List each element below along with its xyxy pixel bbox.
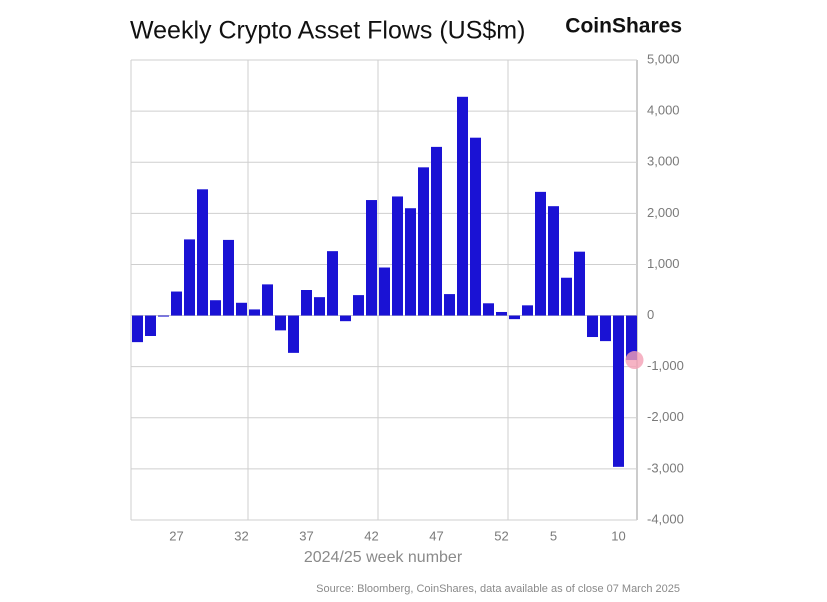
y-tick-label: 0: [647, 307, 654, 322]
x-tick-label: 32: [234, 528, 248, 543]
x-tick-label: 42: [364, 528, 378, 543]
bar: [314, 297, 325, 316]
highlight: [625, 351, 644, 370]
bar: [262, 284, 273, 316]
y-tick-label: 1,000: [647, 256, 680, 271]
bar: [340, 315, 351, 322]
bar: [366, 200, 377, 316]
y-tick-label: 5,000: [647, 51, 680, 66]
bar: [158, 315, 169, 317]
bar: [379, 267, 390, 316]
x-tick-label: 27: [169, 528, 183, 543]
x-tick-label: 52: [494, 528, 508, 543]
bar: [522, 305, 533, 316]
bar: [171, 291, 182, 316]
x-tick-label: 47: [429, 528, 443, 543]
bar: [548, 206, 559, 316]
y-tick-label: -2,000: [647, 409, 684, 424]
bar: [327, 251, 338, 316]
bar: [210, 300, 221, 316]
bar: [405, 208, 416, 316]
bar: [574, 251, 585, 316]
bar: [275, 315, 286, 331]
bar: [288, 315, 299, 353]
x-tick-label: 10: [611, 528, 625, 543]
y-tick-label: -1,000: [647, 358, 684, 373]
bar: [626, 315, 637, 361]
bar: [418, 167, 429, 316]
y-tick-label: -4,000: [647, 511, 684, 526]
x-tick-label: 37: [299, 528, 313, 543]
bar: [236, 302, 247, 316]
brand-logo: CoinShares: [565, 15, 682, 38]
bar: [353, 295, 364, 316]
bar: [249, 309, 260, 316]
bar: [301, 290, 312, 316]
bar: [431, 146, 442, 316]
y-tick-label: -3,000: [647, 460, 684, 475]
bar: [197, 189, 208, 316]
x-tick-label: 5: [550, 528, 557, 543]
bar: [132, 315, 143, 343]
bar: [223, 239, 234, 316]
y-tick-label: 3,000: [647, 154, 680, 169]
bar: [600, 315, 611, 342]
bar: [535, 191, 546, 316]
bar: [496, 311, 507, 316]
bar: [392, 196, 403, 316]
bar: [184, 239, 195, 316]
bar: [613, 315, 624, 467]
bar: [145, 315, 156, 336]
bar: [561, 277, 572, 316]
bar: [457, 96, 468, 316]
bar: [587, 315, 598, 338]
y-tick-label: 2,000: [647, 205, 680, 220]
x-axis-label: 2024/25 week number: [304, 549, 463, 566]
source-note: Source: Bloomberg, CoinShares, data avai…: [316, 583, 680, 595]
bar: [509, 315, 520, 320]
bar: [470, 137, 481, 316]
y-tick-label: 4,000: [647, 103, 680, 118]
chart-title: Weekly Crypto Asset Flows (US$m): [130, 17, 525, 45]
bar: [483, 303, 494, 316]
bar: [444, 294, 455, 316]
